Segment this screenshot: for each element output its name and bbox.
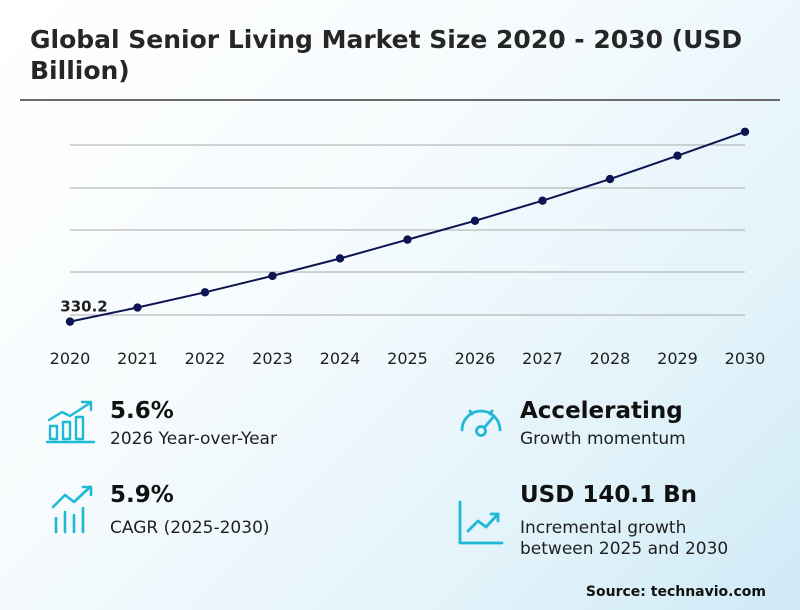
x-tick-label: 2020 xyxy=(50,349,91,368)
data-point-2020 xyxy=(65,317,75,326)
x-tick-label: 2024 xyxy=(320,349,361,368)
stat-yoy-value: 5.6% xyxy=(110,398,174,424)
x-tick-label: 2027 xyxy=(522,349,563,368)
stat-momentum-value: Accelerating xyxy=(520,398,683,424)
data-point-2024 xyxy=(335,254,345,263)
data-point-2030 xyxy=(740,127,750,136)
x-tick-label: 2025 xyxy=(387,349,428,368)
x-tick-label: 2021 xyxy=(117,349,158,368)
data-point-2028 xyxy=(605,174,615,184)
bar-growth-icon xyxy=(46,400,96,444)
x-tick-label: 2022 xyxy=(185,349,226,368)
source-credit: Source: technavio.com xyxy=(585,584,766,600)
stat-incremental-desc-1: Incremental growth xyxy=(520,518,687,538)
grid-lines xyxy=(70,144,745,316)
line-chart: 2020 2021 2022 2023 2024 2025 2026 2027 2028 2029… xyxy=(50,127,766,368)
trend-bars-icon xyxy=(51,485,93,534)
data-point-2026 xyxy=(470,216,480,225)
x-tick-label: 2029 xyxy=(657,349,698,368)
x-tick-label: 2028 xyxy=(590,349,631,368)
stat-momentum-desc: Growth momentum xyxy=(520,429,686,449)
data-point-2029 xyxy=(673,151,682,160)
data-label: 330.2 xyxy=(60,298,107,316)
series-line xyxy=(69,130,746,323)
data-point-2021 xyxy=(133,303,142,312)
chart-title: Global Senior Living Market Size 2020 - … xyxy=(30,25,743,85)
title-divider xyxy=(20,99,780,101)
stat-incremental-desc-2: between 2025 and 2030 xyxy=(520,539,729,559)
stat-yoy: 5.6% 2026 Year-over-Year xyxy=(46,398,366,458)
data-point-2027 xyxy=(538,196,547,205)
data-point-2023 xyxy=(268,271,277,281)
stat-incremental-value: USD 140.1 Bn xyxy=(520,482,698,508)
x-axis-ticks: 2020 2021 2022 2023 2024 2025 2026 2027 2028 2029… xyxy=(50,349,766,368)
speedometer-icon xyxy=(460,409,502,437)
stat-incremental: USD 140.1 Bn Incremental growth between … xyxy=(456,482,786,572)
x-tick-label: 2030 xyxy=(725,349,766,368)
data-point-2025 xyxy=(403,235,412,244)
data-points xyxy=(65,127,750,326)
line-chart-icon xyxy=(458,500,504,545)
stat-cagr-desc: CAGR (2025-2030) xyxy=(110,518,270,538)
stat-momentum: Accelerating Growth momentum xyxy=(456,398,776,458)
x-tick-label: 2026 xyxy=(455,349,496,368)
stat-yoy-desc: 2026 Year-over-Year xyxy=(110,429,277,449)
stat-cagr-value: 5.9% xyxy=(110,482,174,508)
data-labels: 330.2 xyxy=(60,298,107,316)
data-point-2022 xyxy=(200,288,210,297)
x-tick-label: 2023 xyxy=(252,349,293,368)
stat-cagr: 5.9% CAGR (2025-2030) xyxy=(50,482,370,542)
